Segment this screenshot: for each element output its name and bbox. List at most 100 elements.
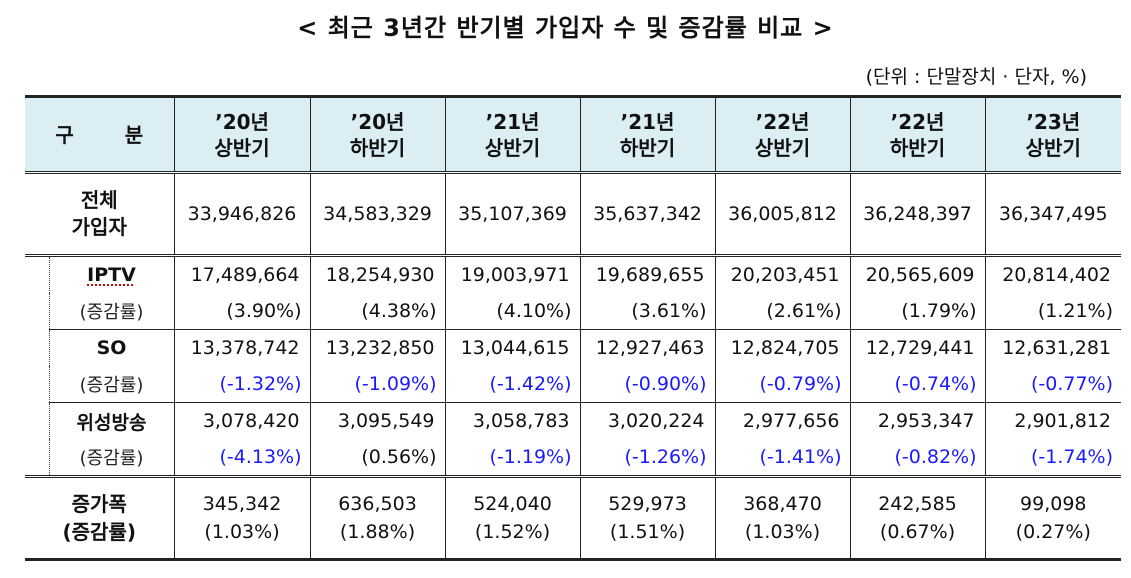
satellite-value: 2,977,656 [714,402,851,439]
increase-rate: (1.88%) [339,521,416,543]
iptv-value: 17,489,664 [173,255,311,293]
iptv-rate: (3.61%) [579,293,716,330]
total-value: 33,946,826 [173,172,311,257]
satellite-label: 위성방송 [48,402,175,439]
satellite-row: 위성방송 3,078,420 3,095,549 3,058,783 3,020… [25,402,1122,440]
so-label: SO [48,329,175,366]
period-half: 상반기 [754,135,811,160]
so-rate: (-0.74%) [849,366,986,403]
total-value: 35,107,369 [444,172,581,257]
increase-rate: (1.03%) [744,521,821,543]
increase-value: 242,585 [878,493,957,515]
so-rate: (-0.90%) [579,366,716,403]
period-year: ’20년 [215,109,269,134]
period-half: 상반기 [214,135,270,160]
header-period: ’20년 하반기 [309,95,446,174]
total-label-line1: 전체 [80,188,118,212]
so-value: 13,232,850 [309,329,446,366]
indent-cell [25,256,49,294]
total-label-line2: 가입자 [71,215,127,239]
iptv-value: 20,565,609 [849,255,986,293]
satellite-rate: (-4.13%) [173,439,311,478]
increase-cell: 345,342 (1.03%) [173,476,311,561]
period-half: 하반기 [349,135,406,160]
header-period: ’21년 상반기 [444,95,581,174]
iptv-rate-row: (증감률) (3.90%) (4.38%) (4.10%) (3.61%) (2… [25,293,1122,330]
indent-cell [25,330,49,367]
period-year: ’21년 [620,109,675,134]
unit-note: (단위 : 단말장치 · 단자, %) [865,66,1087,88]
so-value: 13,044,615 [444,329,581,366]
satellite-rate: (-1.41%) [714,439,851,478]
iptv-rate: (4.38%) [309,293,446,330]
satellite-rate-row: (증감률) (-4.13%) (0.56%) (-1.19%) (-1.26%)… [25,439,1122,478]
total-value: 36,005,812 [714,172,851,257]
increase-rate: (0.67%) [879,521,956,543]
satellite-value: 3,058,783 [444,402,581,439]
period-year: ’21년 [485,109,540,134]
increase-row: 증가폭 (증감률) 345,342 (1.03%) 636,503 (1.88%) 5… [25,476,1122,561]
header-row: 구 분 ’20년 상반기 ’20년 하반기 ’21년 상반기 ’21년 하반기 ’22년… [25,95,1122,174]
increase-label-line1: 증가폭 [71,492,127,516]
indent-cell [25,403,49,440]
increase-rate: (1.03%) [204,521,280,543]
so-rate-row: (증감률) (-1.32%) (-1.09%) (-1.42%) (-0.90%… [25,366,1122,403]
so-value: 12,729,441 [849,329,986,366]
increase-value: 529,973 [608,493,687,515]
total-value: 34,583,329 [309,172,446,257]
increase-cell: 368,470 (1.03%) [714,476,851,561]
increase-cell: 529,973 (1.51%) [579,476,716,561]
increase-rate: (0.27%) [1015,521,1091,543]
iptv-value: 20,814,402 [984,255,1122,293]
increase-label: 증가폭 (증감률) [25,476,175,561]
total-value: 36,248,397 [849,172,986,257]
increase-cell: 636,503 (1.88%) [309,476,446,561]
period-year: ’22년 [890,109,945,134]
increase-cell: 524,040 (1.52%) [444,476,581,561]
iptv-rate: (2.61%) [714,293,851,330]
iptv-rate: (1.21%) [984,293,1122,330]
so-rate: (-0.77%) [984,366,1122,403]
iptv-rate: (1.79%) [849,293,986,330]
header-gubun: 구 분 [25,95,175,174]
increase-label-line2: (증감률) [62,520,136,544]
total-value: 36,347,495 [984,172,1122,257]
iptv-value: 20,203,451 [714,255,851,293]
satellite-rate-label: (증감률) [48,439,175,478]
so-row: SO 13,378,742 13,232,850 13,044,615 12,9… [25,329,1122,367]
period-year: ’20년 [350,109,405,134]
increase-value: 524,040 [473,493,552,515]
iptv-value: 19,689,655 [579,255,716,293]
indent-cell [25,366,49,403]
total-value: 35,637,342 [579,172,716,257]
increase-cell: 99,098 (0.27%) [984,476,1122,561]
increase-cell: 242,585 (0.67%) [849,476,986,561]
increase-value: 636,503 [338,493,417,515]
period-half: 하반기 [889,135,946,160]
increase-rate: (1.52%) [474,521,551,543]
satellite-rate: (-1.74%) [984,439,1122,478]
iptv-name: IPTV [87,264,136,286]
so-rate: (-1.09%) [309,366,446,403]
header-period: ’20년 상반기 [173,95,311,174]
table-title: < 최근 3년간 반기별 가입자 수 및 증감률 비교 > [297,14,834,42]
indent-cell [25,439,49,478]
satellite-rate: (-0.82%) [849,439,986,478]
increase-value: 99,098 [1020,493,1087,515]
period-half: 상반기 [484,135,541,160]
satellite-value: 2,953,347 [849,402,986,439]
period-half: 상반기 [1025,135,1081,160]
iptv-value: 19,003,971 [444,255,581,293]
so-value: 12,824,705 [714,329,851,366]
period-year: ’22년 [755,109,810,134]
satellite-value: 3,078,420 [173,402,311,439]
indent-cell [25,293,49,330]
subscriber-table: 구 분 ’20년 상반기 ’20년 하반기 ’21년 상반기 ’21년 하반기 ’22년… [25,95,1122,561]
header-period: ’22년 상반기 [714,95,851,174]
satellite-value: 2,901,812 [984,402,1122,439]
so-rate: (-1.32%) [173,366,311,403]
satellite-value: 3,020,224 [579,402,716,439]
period-half: 하반기 [619,135,676,160]
so-rate: (-1.42%) [444,366,581,403]
